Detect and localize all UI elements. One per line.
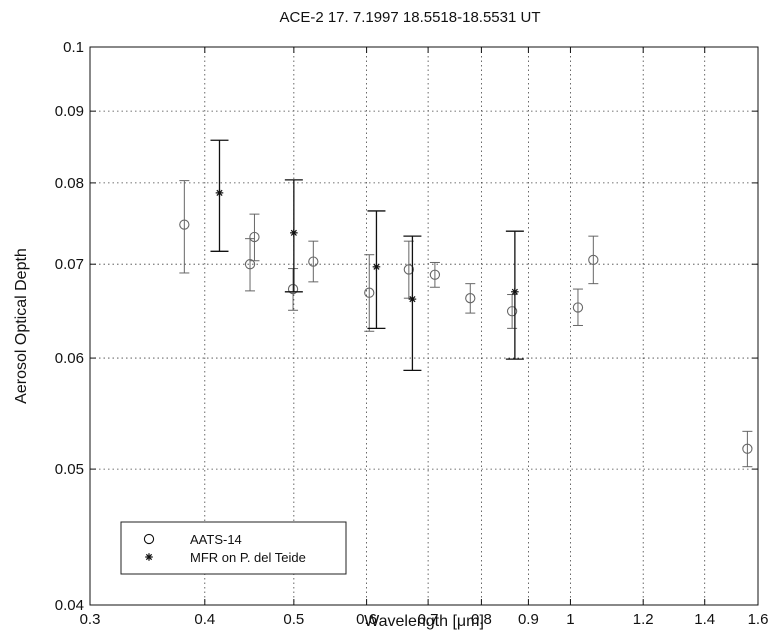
x-tick-label: 0.3 (80, 611, 101, 628)
legend: AATS-14 MFR on P. del Teide (120, 521, 347, 575)
aats14-point (244, 238, 256, 292)
x-tick-label: 0.7 (418, 611, 439, 628)
circle-marker (364, 287, 375, 298)
asterisk-marker (511, 287, 519, 296)
circle-marker (244, 259, 256, 270)
circle-marker (403, 264, 414, 275)
data-marks (179, 139, 753, 468)
x-tick-label: 1 (566, 611, 574, 628)
x-tick-label: 1.6 (748, 611, 769, 628)
x-tick-label: 0.4 (194, 611, 215, 628)
y-tick-label: 0.04 (55, 597, 84, 614)
circle-marker (465, 293, 476, 304)
circle-marker (572, 302, 584, 313)
legend-items: AATS-14 MFR on P. del Teide (143, 532, 306, 565)
x-tick-label: 0.6 (356, 611, 377, 628)
aats14-point (742, 430, 753, 468)
plot-background (90, 47, 758, 605)
aats14-point (308, 240, 319, 283)
y-tick-label: 0.09 (55, 103, 84, 120)
grid-lines (90, 47, 758, 605)
aats14-point (287, 268, 299, 311)
y-tick-label: 0.08 (55, 175, 84, 192)
plot-frame (89, 46, 759, 606)
mfr-point (210, 139, 229, 252)
mfr-point (284, 179, 303, 293)
circle-marker (588, 254, 599, 266)
asterisk-marker (408, 295, 417, 303)
x-tick-label: 0.9 (518, 611, 539, 628)
circle-marker (742, 443, 753, 454)
circle-marker (308, 256, 319, 267)
y-tick-label: 0.07 (55, 256, 84, 273)
asterisk-marker (372, 263, 381, 271)
y-tick-label: 0.06 (55, 350, 84, 367)
circle-marker (506, 306, 518, 317)
x-axis-label: Wavelength [μm] (364, 613, 484, 630)
legend-marker-mfr (145, 553, 153, 561)
aats14-point (588, 235, 599, 285)
aats14-point (429, 261, 441, 288)
mfr-point (403, 235, 422, 372)
y-tick-label: 0.05 (55, 461, 84, 478)
legend-label-mfr: MFR on P. del Teide (190, 550, 306, 565)
chart-title: ACE-2 17. 7.1997 18.5518-18.5531 UT (279, 9, 540, 26)
circle-marker (249, 231, 260, 243)
asterisk-marker (290, 229, 298, 237)
x-tick-label: 1.2 (633, 611, 654, 628)
aats14-point (249, 213, 260, 262)
circle-marker (287, 283, 299, 295)
mfr-point (367, 210, 386, 330)
circle-marker (429, 269, 441, 280)
mfr-point (505, 230, 524, 360)
asterisk-marker (215, 189, 224, 197)
y-tick-label: 0.1 (63, 39, 84, 56)
circle-marker (179, 219, 190, 230)
y-axis-label: Aerosol Optical Depth (13, 248, 30, 404)
x-axis-ticks: 0.3 0.4 0.5 0.6 0.7 0.8 0.9 1 1.2 1.4 1.6 (80, 47, 769, 628)
legend-marker-aats14 (143, 533, 155, 545)
aats14-point (465, 283, 476, 314)
aats14-point (572, 288, 584, 326)
y-axis-ticks: 0.04 0.05 0.06 0.07 0.08 0.09 0.1 (55, 39, 758, 614)
x-tick-label: 0.8 (471, 611, 492, 628)
aats14-point (179, 180, 190, 274)
axes (89, 46, 759, 606)
x-tick-label: 0.5 (283, 611, 304, 628)
legend-box (120, 521, 347, 575)
legend-label-aats14: AATS-14 (190, 532, 242, 547)
aats14-point (364, 254, 375, 332)
x-tick-label: 1.4 (694, 611, 715, 628)
